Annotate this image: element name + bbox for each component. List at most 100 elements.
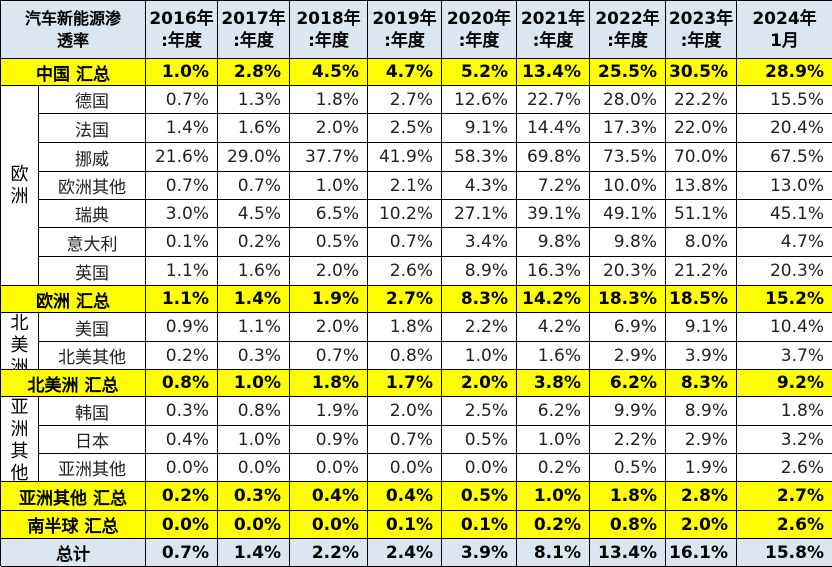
period-label: :年度: [607, 30, 648, 52]
summary-label: 北美洲 汇总: [1, 370, 146, 397]
value-cell: 1.0%: [146, 59, 218, 86]
summary-label: 亚洲其他 汇总: [1, 482, 146, 511]
year-label: 2022年: [595, 8, 659, 30]
value-cell: 9.8%: [590, 228, 666, 257]
value-cell: 4.7%: [737, 228, 832, 257]
value-cell: 2.4%: [368, 539, 442, 567]
value-cell: 0.7%: [218, 172, 290, 200]
value-cell: 0.4%: [368, 482, 442, 511]
value-cell: 0.7%: [290, 342, 368, 370]
value-cell: 12.6%: [442, 86, 517, 114]
year-header: 2017年:年度: [218, 1, 290, 59]
value-cell: 2.0%: [290, 114, 368, 143]
value-cell: 0.5%: [590, 454, 666, 482]
region-char: 北: [11, 313, 29, 335]
value-cell: 1.8%: [290, 86, 368, 114]
value-cell: 2.2%: [442, 313, 517, 342]
value-cell: 2.8%: [666, 482, 737, 511]
value-cell: 4.3%: [442, 172, 517, 200]
region-label-europe: 欧洲: [1, 86, 39, 286]
value-cell: 1.8%: [737, 397, 832, 426]
year-header: 2016年:年度: [146, 1, 218, 59]
value-cell: 4.2%: [517, 313, 590, 342]
value-cell: 13.0%: [737, 172, 832, 200]
value-cell: 0.0%: [146, 511, 218, 539]
year-header: 2020年:年度: [442, 1, 517, 59]
value-cell: 0.9%: [290, 426, 368, 454]
value-cell: 8.3%: [666, 370, 737, 397]
summary-label: 中国 汇总: [1, 59, 146, 86]
country-label: 德国: [39, 86, 146, 114]
value-cell: 21.2%: [666, 257, 737, 286]
value-cell: 28.9%: [737, 59, 832, 86]
value-cell: 0.7%: [146, 86, 218, 114]
value-cell: 8.3%: [442, 286, 517, 313]
value-cell: 0.7%: [368, 426, 442, 454]
value-cell: 6.9%: [590, 313, 666, 342]
value-cell: 2.7%: [368, 286, 442, 313]
year-label: 2021年: [521, 8, 585, 30]
value-cell: 2.0%: [666, 511, 737, 539]
value-cell: 51.1%: [666, 200, 737, 228]
country-label: 瑞典: [39, 200, 146, 228]
summary-label: 南半球 汇总: [1, 511, 146, 539]
value-cell: 8.1%: [517, 539, 590, 567]
value-cell: 0.3%: [218, 482, 290, 511]
value-cell: 10.4%: [737, 313, 832, 342]
region-char: 他: [11, 463, 29, 482]
value-cell: 27.1%: [442, 200, 517, 228]
value-cell: 29.0%: [218, 143, 290, 172]
value-cell: 2.0%: [290, 257, 368, 286]
value-cell: 0.3%: [146, 397, 218, 426]
value-cell: 0.7%: [368, 228, 442, 257]
value-cell: 1.7%: [368, 370, 442, 397]
period-label: :年度: [533, 30, 574, 52]
value-cell: 1.9%: [290, 397, 368, 426]
region-char: 洲: [11, 186, 29, 208]
value-cell: 9.2%: [737, 370, 832, 397]
value-cell: 0.8%: [146, 370, 218, 397]
value-cell: 20.3%: [590, 257, 666, 286]
value-cell: 0.0%: [290, 454, 368, 482]
value-cell: 14.2%: [517, 286, 590, 313]
value-cell: 0.4%: [290, 482, 368, 511]
value-cell: 1.6%: [218, 114, 290, 143]
value-cell: 0.1%: [146, 228, 218, 257]
year-header: 2018年:年度: [290, 1, 368, 59]
year-header: 2022年:年度: [590, 1, 666, 59]
country-label: 英国: [39, 257, 146, 286]
value-cell: 2.9%: [590, 342, 666, 370]
value-cell: 25.5%: [590, 59, 666, 86]
value-cell: 41.9%: [368, 143, 442, 172]
country-label: 美国: [39, 313, 146, 342]
value-cell: 3.2%: [737, 426, 832, 454]
value-cell: 9.1%: [666, 313, 737, 342]
value-cell: 2.1%: [368, 172, 442, 200]
value-cell: 2.7%: [737, 482, 832, 511]
value-cell: 6.5%: [290, 200, 368, 228]
value-cell: 0.2%: [218, 228, 290, 257]
value-cell: 1.4%: [218, 539, 290, 567]
value-cell: 16.3%: [517, 257, 590, 286]
value-cell: 1.1%: [146, 257, 218, 286]
value-cell: 0.2%: [517, 511, 590, 539]
value-cell: 0.4%: [146, 426, 218, 454]
period-label: :年度: [384, 30, 425, 52]
value-cell: 30.5%: [666, 59, 737, 86]
value-cell: 0.8%: [590, 511, 666, 539]
value-cell: 6.2%: [517, 397, 590, 426]
region-char: 欧: [11, 164, 29, 186]
value-cell: 0.0%: [218, 454, 290, 482]
value-cell: 2.0%: [368, 397, 442, 426]
value-cell: 69.8%: [517, 143, 590, 172]
value-cell: 13.8%: [666, 172, 737, 200]
value-cell: 7.2%: [517, 172, 590, 200]
value-cell: 4.5%: [218, 200, 290, 228]
value-cell: 3.9%: [666, 342, 737, 370]
value-cell: 2.6%: [737, 454, 832, 482]
value-cell: 1.0%: [517, 482, 590, 511]
value-cell: 49.1%: [590, 200, 666, 228]
value-cell: 18.5%: [666, 286, 737, 313]
value-cell: 2.9%: [666, 426, 737, 454]
year-label: 2017年: [221, 8, 285, 30]
